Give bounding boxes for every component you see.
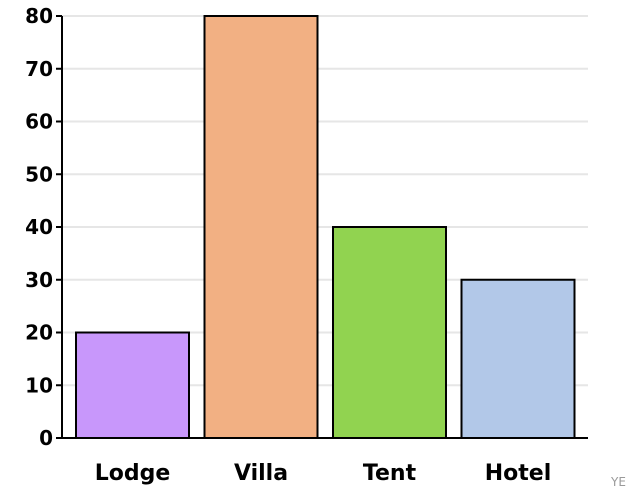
- bars: [75, 15, 576, 439]
- x-tick-labels: Lodge Villa Tent Hotel: [95, 461, 552, 486]
- y-tick-label: 10: [25, 373, 53, 397]
- y-tick-label: 20: [25, 321, 53, 345]
- bar-villa: [203, 15, 319, 439]
- y-tick-label: 70: [25, 57, 53, 81]
- x-tick-label: Villa: [234, 461, 288, 486]
- corner-text: YE: [610, 475, 626, 488]
- y-tick-label: 50: [25, 162, 53, 186]
- y-tick-label: 0: [39, 426, 53, 450]
- y-tick-label: 30: [25, 268, 53, 292]
- x-tick-label: Lodge: [95, 461, 171, 486]
- y-tick-label: 40: [25, 215, 53, 239]
- axes: [56, 15, 588, 439]
- y-tick-label: 80: [25, 4, 53, 28]
- y-tick-labels: 0 10 20 30 40 50 60 70 80: [25, 4, 53, 450]
- x-tick-label: Hotel: [485, 461, 552, 486]
- bar-tent: [332, 226, 447, 439]
- y-tick-label: 60: [25, 110, 53, 134]
- bar-hotel: [460, 278, 576, 439]
- bar-lodge: [75, 331, 190, 439]
- x-tick-label: Tent: [363, 461, 417, 486]
